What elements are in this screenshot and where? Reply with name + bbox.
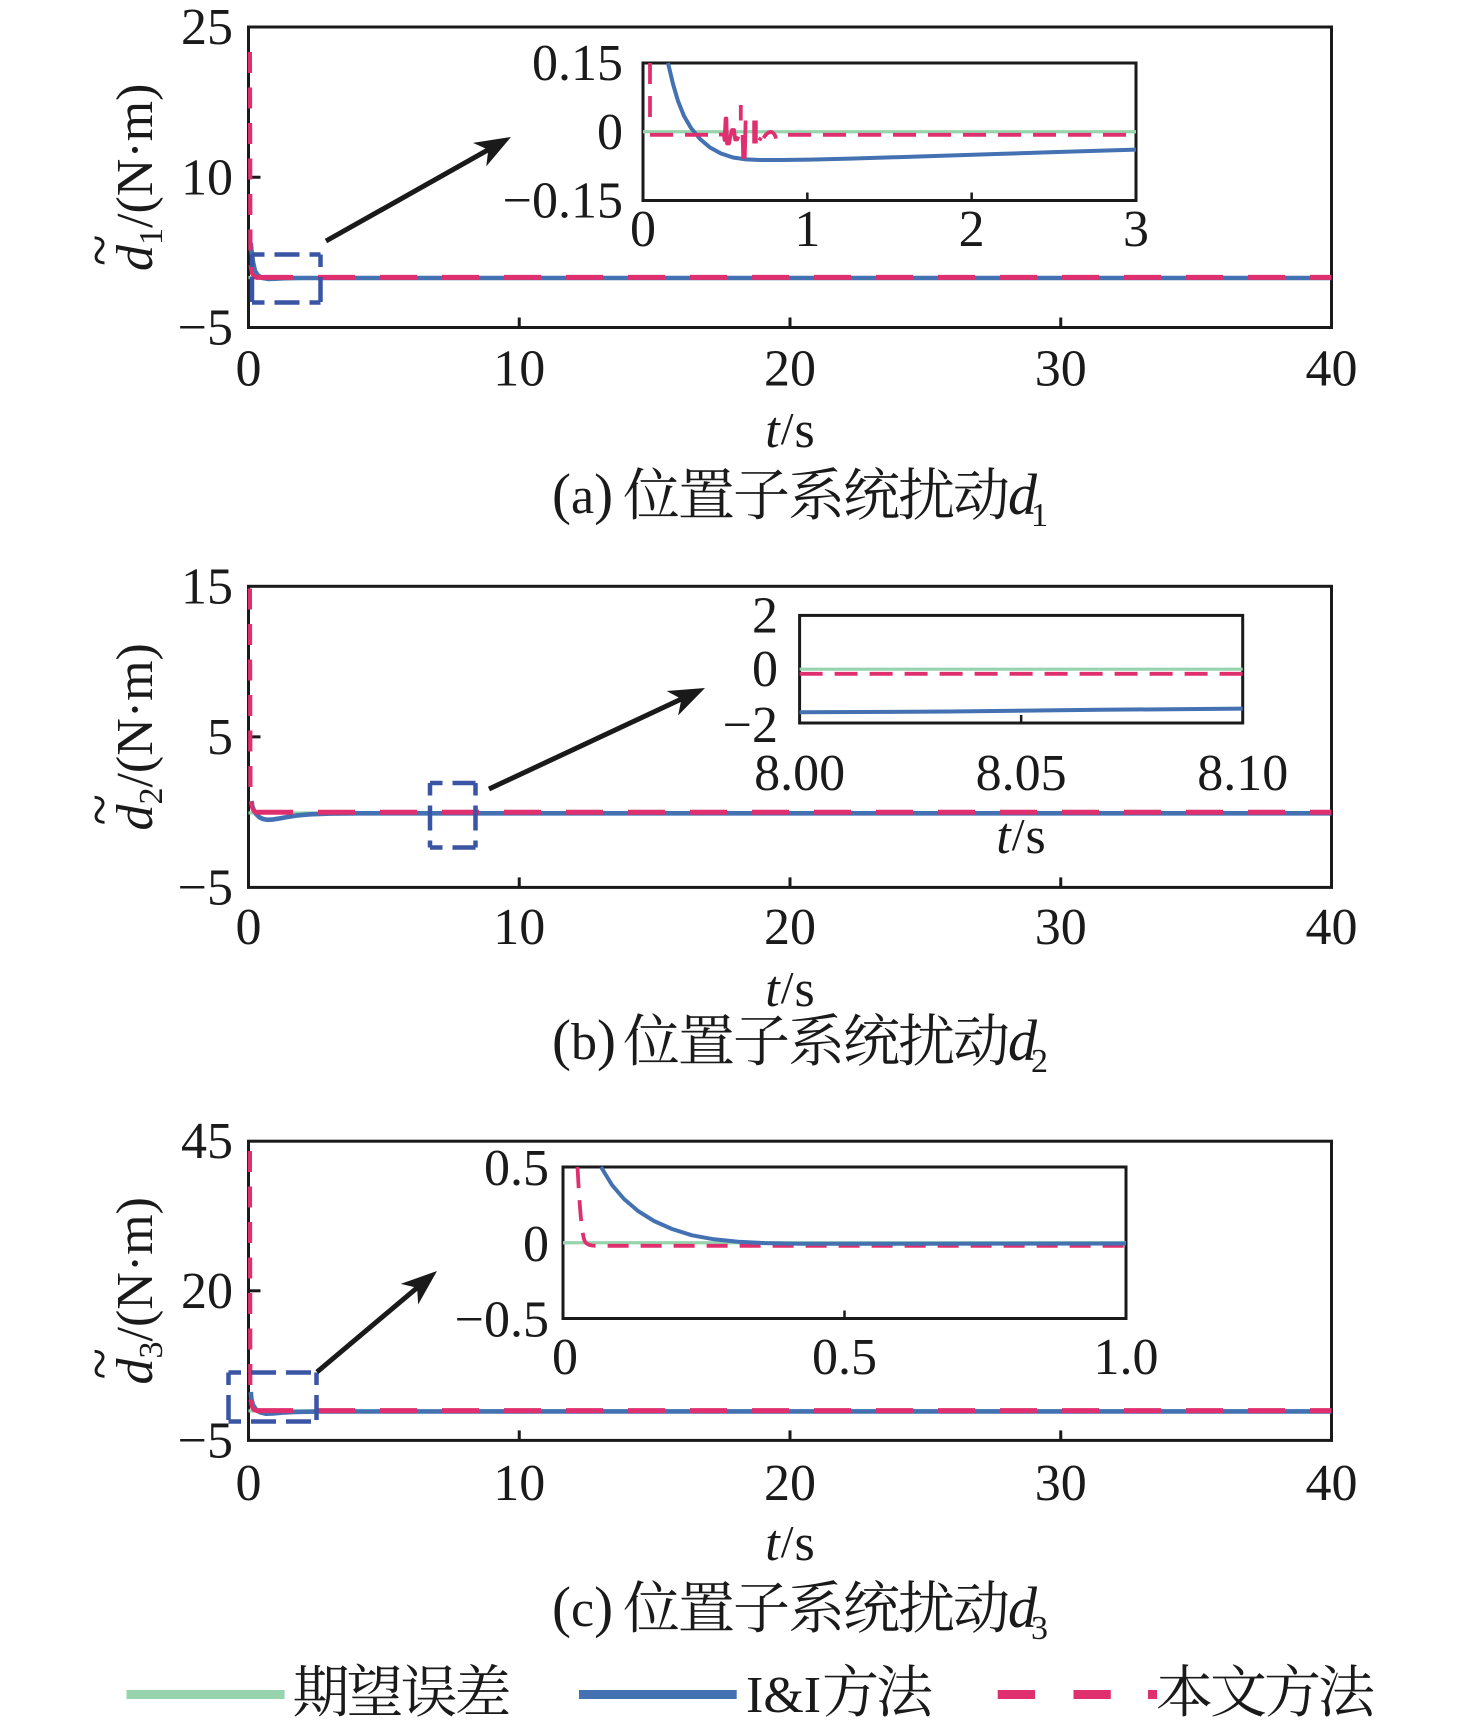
svg-text:(b): (b) — [552, 1009, 616, 1072]
svg-text:(a): (a) — [552, 463, 613, 526]
svg-text:0: 0 — [630, 201, 656, 258]
svg-text:5: 5 — [207, 709, 233, 766]
svg-text:15: 15 — [181, 558, 233, 615]
svg-text:0.15: 0.15 — [532, 35, 623, 92]
svg-text:0: 0 — [597, 104, 623, 161]
svg-text:2: 2 — [1031, 1043, 1048, 1080]
svg-text:20: 20 — [764, 899, 816, 956]
svg-text:10: 10 — [181, 149, 233, 206]
svg-text:2: 2 — [959, 201, 985, 258]
svg-text:d1/(N·m): d1/(N·m) — [107, 84, 170, 271]
svg-text:8.10: 8.10 — [1197, 745, 1288, 802]
svg-text:10: 10 — [493, 899, 545, 956]
svg-text:20: 20 — [764, 341, 816, 398]
svg-text:t/s: t/s — [765, 961, 814, 1018]
svg-text:−0.5: −0.5 — [455, 1292, 549, 1349]
svg-text:d: d — [1008, 1008, 1038, 1073]
svg-text:0: 0 — [552, 1329, 578, 1386]
svg-text:(c): (c) — [552, 1576, 613, 1639]
svg-text:0.5: 0.5 — [484, 1140, 549, 1197]
svg-text:0: 0 — [236, 1455, 262, 1512]
svg-text:−5: −5 — [178, 300, 233, 357]
svg-text:t/s: t/s — [996, 808, 1045, 865]
svg-text:3: 3 — [1031, 1610, 1048, 1647]
svg-text:d2/(N·m): d2/(N·m) — [107, 643, 170, 830]
svg-text:3: 3 — [1123, 201, 1149, 258]
svg-text:30: 30 — [1035, 1455, 1087, 1512]
svg-text:0: 0 — [236, 341, 262, 398]
svg-text:d3/(N·m): d3/(N·m) — [107, 1197, 170, 1384]
svg-text:0.5: 0.5 — [812, 1329, 877, 1386]
svg-text:10: 10 — [493, 1455, 545, 1512]
svg-text:25: 25 — [181, 0, 233, 56]
svg-text:10: 10 — [493, 341, 545, 398]
svg-text:−2: −2 — [723, 697, 778, 754]
svg-text:−5: −5 — [178, 1412, 233, 1469]
svg-text:40: 40 — [1306, 341, 1358, 398]
svg-text:t/s: t/s — [765, 1515, 814, 1572]
svg-text:40: 40 — [1306, 1455, 1358, 1512]
svg-text:1.0: 1.0 — [1094, 1329, 1159, 1386]
svg-text:−5: −5 — [178, 859, 233, 916]
svg-text:d: d — [1008, 462, 1038, 527]
svg-text:40: 40 — [1306, 899, 1358, 956]
svg-text:0: 0 — [523, 1216, 549, 1273]
svg-text:8.05: 8.05 — [976, 745, 1067, 802]
svg-text:~: ~ — [67, 794, 132, 825]
svg-text:−0.15: −0.15 — [503, 173, 623, 230]
svg-text:~: ~ — [67, 235, 132, 266]
svg-text:I&I: I&I — [746, 1667, 821, 1724]
svg-text:8.00: 8.00 — [754, 745, 845, 802]
svg-text:1: 1 — [1031, 497, 1048, 534]
svg-text:0: 0 — [236, 899, 262, 956]
svg-text:1: 1 — [794, 201, 820, 258]
svg-text:t/s: t/s — [765, 402, 814, 459]
svg-text:20: 20 — [764, 1455, 816, 1512]
svg-text:30: 30 — [1035, 341, 1087, 398]
svg-text:2: 2 — [752, 587, 778, 644]
svg-text:30: 30 — [1035, 899, 1087, 956]
svg-text:20: 20 — [181, 1263, 233, 1320]
svg-text:d: d — [1008, 1575, 1038, 1640]
svg-text:~: ~ — [67, 1348, 132, 1379]
svg-text:45: 45 — [181, 1113, 233, 1170]
svg-text:0: 0 — [752, 641, 778, 698]
